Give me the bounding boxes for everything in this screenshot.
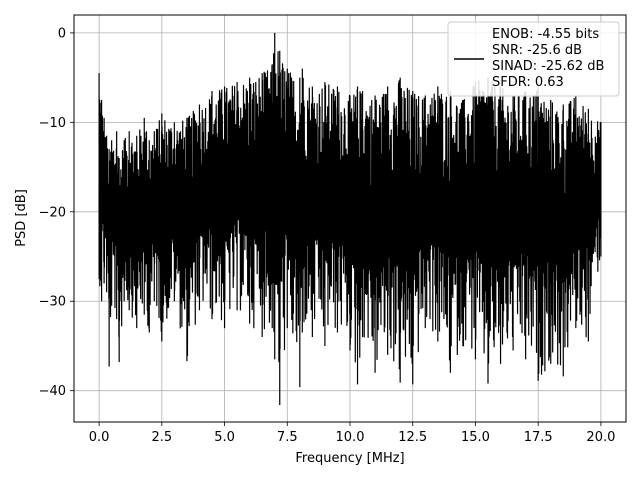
legend-sinad: SINAD: -25.62 dB [492, 59, 604, 74]
y-axis: 0 −10 −20 −30 −40 [39, 26, 74, 399]
x-tick-label: 7.5 [277, 430, 298, 445]
y-tick-label: −40 [39, 384, 66, 399]
legend: ENOB: -4.55 bits SNR: -25.6 dB SINAD: -2… [447, 21, 620, 97]
x-tick-label: 10.0 [336, 430, 365, 445]
y-tick-label: −10 [39, 116, 66, 131]
y-tick-label: −30 [39, 295, 66, 310]
x-tick-label: 17.5 [524, 430, 553, 445]
x-tick-label: 0.0 [89, 430, 110, 445]
psd-trace [98, 32, 602, 405]
x-tick-label: 2.5 [151, 430, 172, 445]
x-tick-label: 20.0 [586, 430, 615, 445]
legend-sfdr: SFDR: 0.63 [492, 75, 564, 90]
psd-series [98, 32, 602, 405]
legend-box [447, 21, 620, 97]
y-axis-label: PSD [dB] [14, 189, 29, 247]
x-tick-label: 15.0 [461, 430, 490, 445]
x-tick-label: 12.5 [398, 430, 427, 445]
y-tick-label: −20 [39, 205, 66, 220]
x-axis-label: Frequency [MHz] [295, 451, 404, 466]
legend-enob: ENOB: -4.55 bits [492, 27, 599, 42]
y-tick-label: 0 [58, 26, 66, 41]
x-tick-label: 5.0 [214, 430, 235, 445]
x-axis: 0.0 2.5 5.0 7.5 10.0 12.5 15.0 17.5 20.0 [89, 422, 615, 445]
legend-snr: SNR: -25.6 dB [492, 43, 582, 58]
